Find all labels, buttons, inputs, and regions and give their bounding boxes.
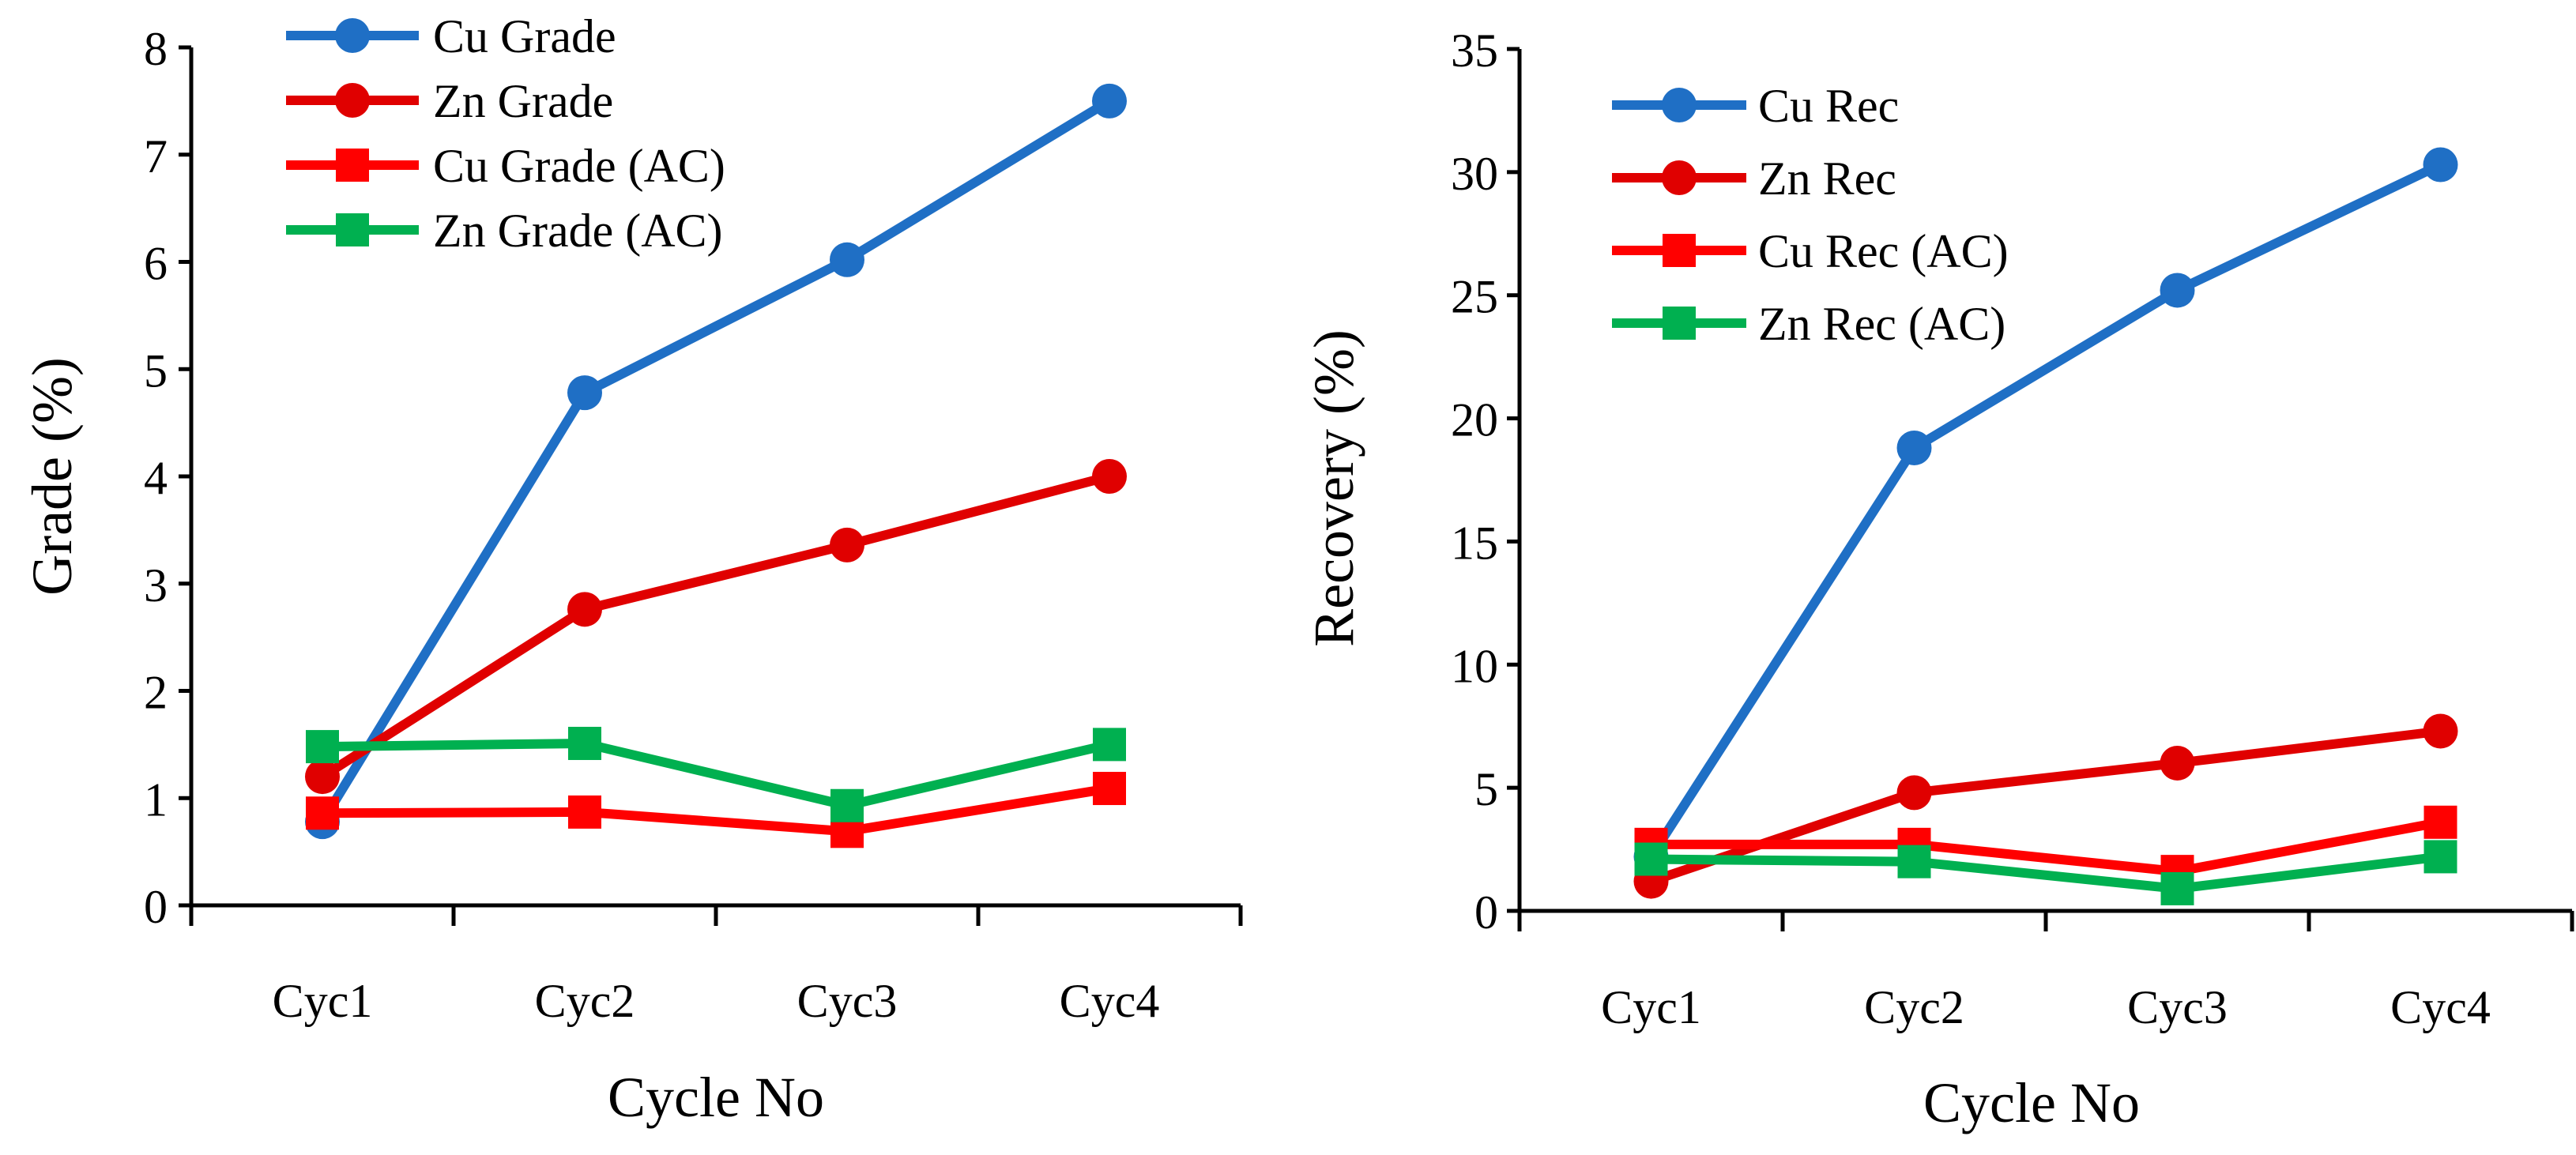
grade-y-tick-label: 1 <box>144 773 168 826</box>
grade-series-line <box>318 96 1114 827</box>
recovery-legend-label: Zn Rec (AC) <box>1758 298 2005 350</box>
recovery-y-axis-title: Recovery (%) <box>1302 329 1365 647</box>
grade-data-point <box>1093 728 1126 762</box>
grade-legend-item: Zn Grade <box>286 75 613 127</box>
grade-x-tick-label: Cyc3 <box>797 975 898 1027</box>
recovery-y-tick-label: 15 <box>1451 517 1498 569</box>
grade-legend-label: Cu Grade (AC) <box>433 140 725 192</box>
grade-y-tick-label: 5 <box>144 344 168 397</box>
grade-data-point <box>830 788 864 822</box>
grade-y-tick-label: 2 <box>144 667 168 719</box>
grade-legend-marker <box>335 83 370 118</box>
recovery-x-tick-label: Cyc1 <box>1601 981 1701 1033</box>
recovery-legend-marker <box>1663 234 1696 267</box>
grade-data-point <box>306 730 339 764</box>
grade-data-point <box>567 592 602 627</box>
grade-data-point <box>1092 83 1127 119</box>
recovery-x-tick-label: Cyc4 <box>2390 981 2491 1033</box>
grade-series-2 <box>306 772 1126 848</box>
grade-legend-label: Zn Grade <box>433 75 613 127</box>
recovery-data-point <box>2423 840 2457 874</box>
recovery-series-line <box>1646 160 2446 862</box>
recovery-data-point <box>2160 871 2194 905</box>
grade-y-tick-label: 6 <box>144 238 168 290</box>
grade-data-point <box>1093 772 1126 806</box>
grade-x-tick-label: Cyc4 <box>1060 975 1160 1027</box>
grade-data-point <box>306 796 339 830</box>
recovery-series-line <box>1646 852 2446 894</box>
recovery-y-tick-label: 0 <box>1474 886 1498 939</box>
grade-legend-label: Cu Grade <box>433 10 616 62</box>
recovery-data-point <box>1897 845 1931 878</box>
grade-data-point <box>830 242 864 277</box>
grade-series-line <box>318 472 1114 782</box>
grade-data-point <box>567 375 602 411</box>
grade-y-tick-label: 8 <box>144 23 168 75</box>
recovery-data-point <box>1896 430 1932 465</box>
recovery-axes: 0 5 10 15 20 25 30 35 Cyc1 Cyc2 Cyc3 Cyc4 <box>1451 24 2574 1033</box>
recovery-x-axis-title: Cycle No <box>1923 1071 2140 1134</box>
recovery-y-tick-label: 5 <box>1474 763 1498 815</box>
grade-series-1 <box>305 459 1127 795</box>
grade-series-0 <box>305 83 1127 840</box>
grade-y-tick-label: 7 <box>144 130 168 182</box>
recovery-x-tick-label: Cyc3 <box>2127 981 2228 1033</box>
recovery-data-point <box>2423 713 2458 749</box>
recovery-data-point <box>2160 745 2195 781</box>
grade-y-axis-title: Grade (%) <box>21 357 84 596</box>
recovery-legend-label: Cu Rec <box>1758 80 1899 132</box>
grade-chart: 0 1 2 3 4 5 6 7 8 Cyc1 Cyc2 Cyc3 Cyc4 Cycle No Grade (… <box>21 10 1243 1129</box>
recovery-series-3 <box>1634 840 2457 905</box>
recovery-legend-item: Zn Rec (AC) <box>1612 298 2005 350</box>
grade-legend-item: Cu Grade <box>286 10 616 62</box>
recovery-chart: 0 5 10 15 20 25 30 35 Cyc1 Cyc2 Cyc3 Cyc4 Cycle No Re… <box>1302 24 2574 1134</box>
grade-series-line <box>318 739 1114 811</box>
recovery-y-tick-label: 35 <box>1451 24 1498 77</box>
grade-legend-item: Zn Grade (AC) <box>286 205 723 257</box>
grade-x-tick-label: Cyc1 <box>273 975 373 1027</box>
recovery-y-tick-label: 10 <box>1451 640 1498 692</box>
recovery-y-tick-label: 20 <box>1451 394 1498 446</box>
grade-axes: 0 1 2 3 4 5 6 7 8 Cyc1 Cyc2 Cyc3 Cyc4 <box>144 23 1243 1027</box>
grade-legend-item: Cu Grade (AC) <box>286 140 725 192</box>
grade-legend-marker <box>336 213 369 246</box>
recovery-data-point <box>1634 842 1668 876</box>
grade-series-3 <box>306 727 1126 822</box>
recovery-series-line <box>1646 817 2446 877</box>
grade-x-axis-title: Cycle No <box>608 1066 824 1129</box>
grade-series-line <box>318 784 1114 837</box>
grade-y-tick-label: 4 <box>144 452 168 504</box>
recovery-data-point <box>1896 775 1932 811</box>
recovery-legend-label: Zn Rec <box>1758 152 1896 205</box>
recovery-legend-marker <box>1662 88 1697 122</box>
grade-data-point <box>568 795 601 829</box>
recovery-legend-item: Zn Rec <box>1612 152 1896 205</box>
recovery-series-0 <box>1633 147 2458 875</box>
recovery-series-line <box>1646 726 2446 886</box>
recovery-x-tick-label: Cyc2 <box>1864 981 1964 1033</box>
grade-data-point <box>568 727 601 761</box>
grade-y-tick-label: 3 <box>144 559 168 611</box>
recovery-legend-marker <box>1662 160 1697 195</box>
recovery-data-point <box>2160 273 2195 308</box>
recovery-legend-item: Cu Rec <box>1612 80 1899 132</box>
recovery-data-point <box>2423 147 2458 182</box>
recovery-legend: Cu Rec Zn Rec Cu Rec (AC) Zn Rec (AC) <box>1612 80 2009 350</box>
grade-legend-marker <box>335 18 370 53</box>
recovery-y-tick-label: 25 <box>1451 271 1498 323</box>
recovery-legend-label: Cu Rec (AC) <box>1758 225 2009 277</box>
grade-data-point <box>1092 459 1127 494</box>
grade-x-tick-label: Cyc2 <box>535 975 635 1027</box>
grade-data-point <box>305 759 340 795</box>
recovery-legend-marker <box>1663 307 1696 340</box>
grade-legend-marker <box>336 149 369 182</box>
recovery-legend-item: Cu Rec (AC) <box>1612 225 2009 277</box>
recovery-y-tick-label: 30 <box>1451 148 1498 200</box>
recovery-data-point <box>2423 805 2457 839</box>
grade-data-point <box>830 527 864 562</box>
grade-y-tick-label: 0 <box>144 881 168 933</box>
grade-legend-label: Zn Grade (AC) <box>433 205 723 257</box>
grade-legend: Cu Grade Zn Grade Cu Grade (AC) Zn Grade (A… <box>286 10 725 257</box>
